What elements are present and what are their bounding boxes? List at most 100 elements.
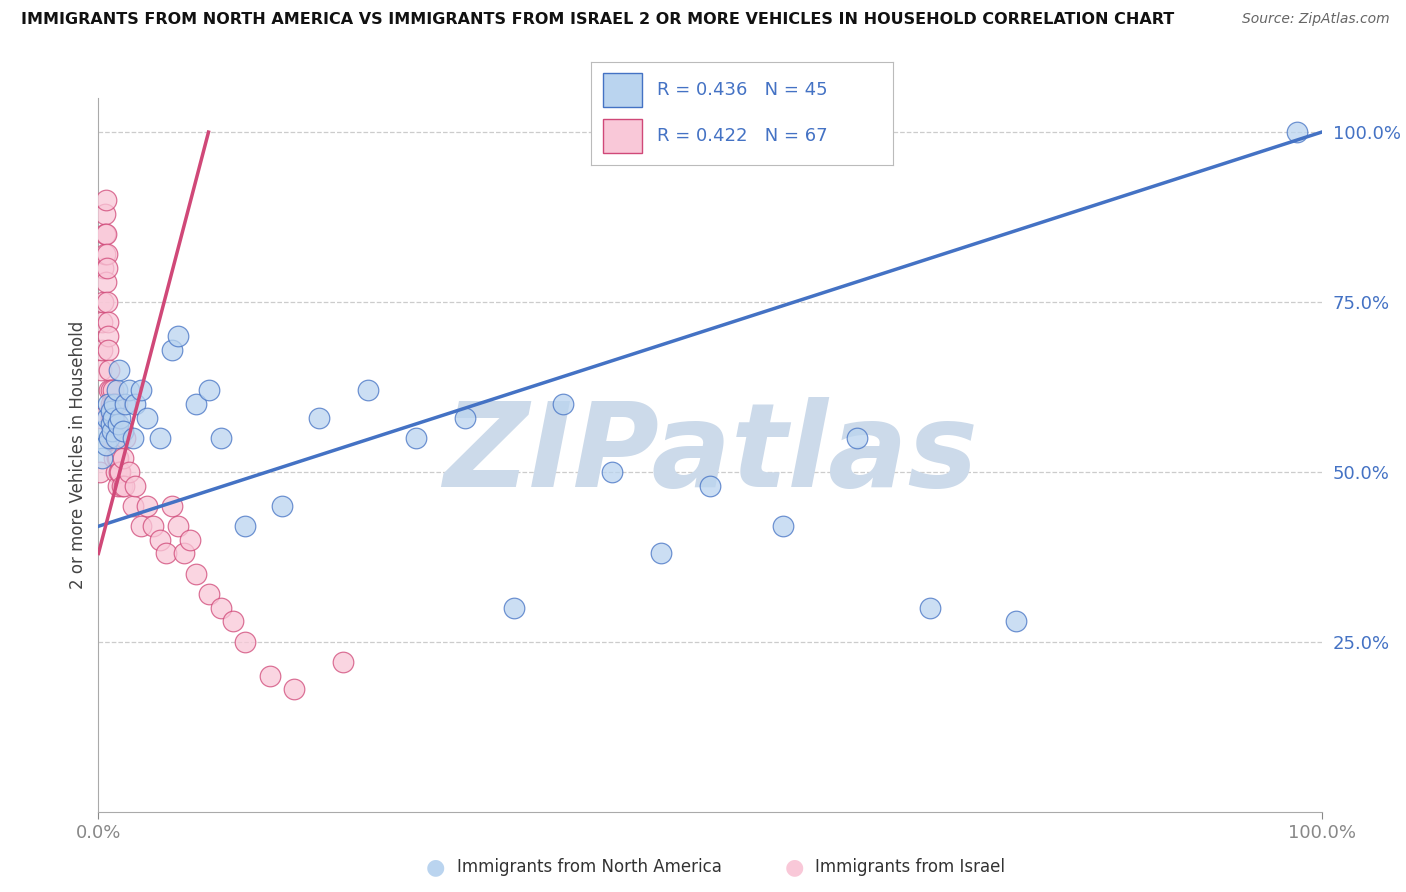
- Point: [101, 431, 124, 445]
- Point: [160, 499, 183, 513]
- Point: [114, 431, 136, 445]
- Point: [105, 431, 128, 445]
- Point: [94, 275, 117, 289]
- Point: [111, 424, 134, 438]
- Point: [101, 384, 124, 398]
- Point: [121, 499, 143, 513]
- Point: [136, 410, 159, 425]
- Point: [91, 424, 114, 438]
- Point: [91, 260, 114, 275]
- Point: [111, 451, 134, 466]
- Point: [94, 193, 117, 207]
- Point: [772, 519, 794, 533]
- Point: [650, 546, 672, 560]
- Point: [104, 465, 127, 479]
- Point: [97, 343, 120, 357]
- Point: [94, 227, 117, 241]
- Point: [90, 410, 112, 425]
- Point: [105, 397, 128, 411]
- Point: [259, 669, 281, 683]
- Point: [233, 519, 256, 533]
- Text: ZIPatlas: ZIPatlas: [443, 398, 977, 512]
- Point: [179, 533, 201, 547]
- Point: [124, 478, 146, 492]
- Point: [93, 207, 115, 221]
- Point: [454, 410, 477, 425]
- Point: [89, 465, 111, 479]
- Point: [100, 384, 122, 398]
- Point: [103, 410, 125, 425]
- Point: [553, 397, 575, 411]
- Bar: [603, 119, 643, 153]
- Point: [111, 478, 134, 492]
- Point: [110, 431, 132, 445]
- Bar: [603, 73, 643, 106]
- Text: Immigrants from Israel: Immigrants from Israel: [815, 858, 1005, 876]
- Point: [97, 315, 120, 329]
- Point: [233, 635, 256, 649]
- Point: [107, 478, 129, 492]
- Point: [222, 615, 245, 629]
- Point: [91, 295, 114, 310]
- Point: [110, 465, 132, 479]
- Point: [98, 363, 121, 377]
- Point: [160, 343, 183, 357]
- Point: [142, 519, 165, 533]
- Point: [699, 478, 721, 492]
- Point: [100, 410, 122, 425]
- Point: [845, 431, 868, 445]
- Point: [405, 431, 427, 445]
- Point: [98, 431, 121, 445]
- Point: [167, 329, 190, 343]
- Text: ●: ●: [785, 857, 804, 877]
- Text: IMMIGRANTS FROM NORTH AMERICA VS IMMIGRANTS FROM ISRAEL 2 OR MORE VEHICLES IN HO: IMMIGRANTS FROM NORTH AMERICA VS IMMIGRA…: [21, 12, 1174, 27]
- Point: [136, 499, 159, 513]
- Point: [96, 260, 118, 275]
- Point: [101, 410, 124, 425]
- Point: [104, 431, 127, 445]
- Point: [118, 465, 141, 479]
- Point: [197, 384, 219, 398]
- Point: [103, 397, 125, 411]
- Point: [101, 410, 124, 425]
- Point: [270, 499, 294, 513]
- Point: [308, 410, 330, 425]
- Text: Source: ZipAtlas.com: Source: ZipAtlas.com: [1241, 12, 1389, 26]
- Point: [91, 315, 114, 329]
- Point: [101, 424, 124, 438]
- Text: R = 0.436   N = 45: R = 0.436 N = 45: [657, 81, 828, 99]
- Point: [96, 247, 118, 261]
- Point: [93, 247, 115, 261]
- Point: [103, 431, 125, 445]
- Point: [186, 566, 208, 581]
- Point: [129, 384, 152, 398]
- Point: [149, 533, 172, 547]
- Point: [97, 329, 120, 343]
- Point: [110, 410, 132, 425]
- Point: [155, 546, 177, 560]
- Point: [100, 403, 122, 417]
- Point: [600, 465, 623, 479]
- Point: [167, 519, 190, 533]
- Point: [94, 438, 117, 452]
- Point: [96, 295, 118, 310]
- Text: Immigrants from North America: Immigrants from North America: [457, 858, 721, 876]
- Point: [91, 343, 114, 357]
- Point: [118, 384, 141, 398]
- Point: [1004, 615, 1026, 629]
- Point: [332, 655, 354, 669]
- Point: [209, 431, 232, 445]
- Point: [1286, 125, 1309, 139]
- Point: [129, 519, 152, 533]
- Point: [107, 451, 129, 466]
- Point: [104, 431, 127, 445]
- Point: [93, 227, 115, 241]
- Point: [91, 451, 114, 466]
- Point: [105, 451, 128, 466]
- Point: [124, 397, 146, 411]
- Point: [186, 397, 208, 411]
- Point: [100, 397, 122, 411]
- Y-axis label: 2 or more Vehicles in Household: 2 or more Vehicles in Household: [69, 321, 87, 589]
- Point: [96, 410, 118, 425]
- Text: R = 0.422   N = 67: R = 0.422 N = 67: [657, 128, 828, 145]
